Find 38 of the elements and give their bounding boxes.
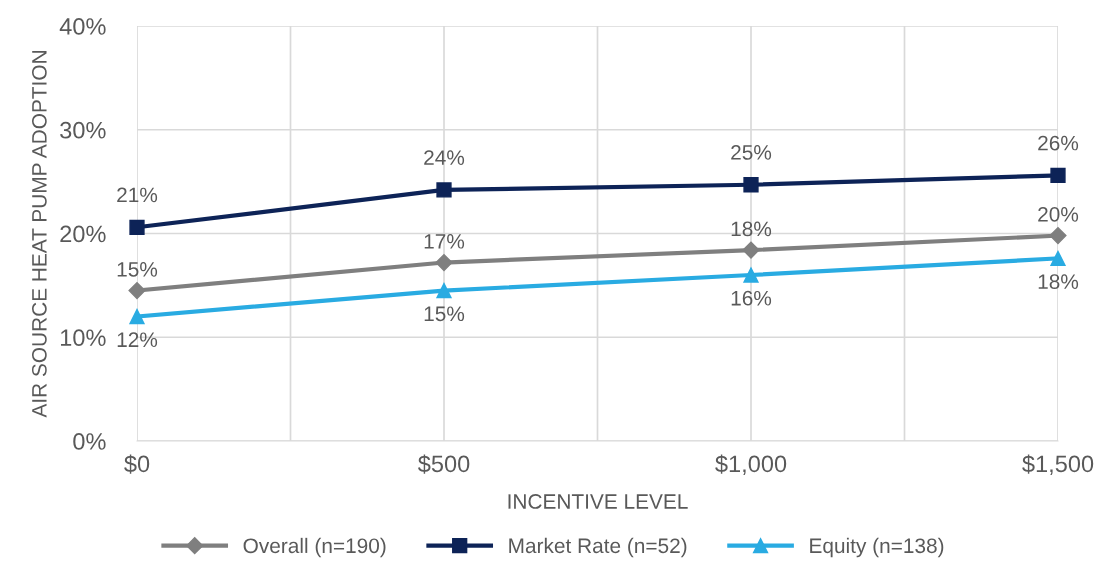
data-label: 16% <box>731 290 772 306</box>
data-label: 18% <box>731 221 772 237</box>
x-axis-title: INCENTIVE LEVEL <box>508 494 688 509</box>
data-label: 18% <box>1038 274 1079 289</box>
legend-label: Overall (n=190) <box>243 537 386 558</box>
y-tick-label: 40% <box>59 18 106 35</box>
y-tick-label: 30% <box>60 121 106 139</box>
point <box>435 253 453 272</box>
data-label: 15% <box>424 306 465 322</box>
y-tick-label: 10% <box>60 329 106 347</box>
x-tick-label: $1,500 <box>1022 454 1094 476</box>
point <box>128 282 146 300</box>
point <box>1050 250 1066 267</box>
y-tick-label: 0% <box>73 433 106 450</box>
x-tick-label: $1,000 <box>715 454 787 476</box>
point <box>129 219 145 235</box>
point <box>436 282 452 299</box>
point <box>743 267 759 283</box>
point <box>742 241 760 259</box>
data-label: 12% <box>117 332 158 348</box>
legend-label: Market Rate (n=52) <box>509 537 687 558</box>
data-label: 17% <box>424 234 465 249</box>
data-label: 15% <box>117 262 158 277</box>
data-label: 21% <box>117 187 158 203</box>
x-tick-label: $0 <box>124 454 150 474</box>
point <box>1049 227 1067 245</box>
data-label: 20% <box>1038 206 1079 222</box>
data-label: 24% <box>424 150 465 165</box>
point <box>743 177 759 193</box>
y-tick-label: 20% <box>60 225 106 243</box>
legend-label: Equity (n=138) <box>810 537 944 558</box>
point <box>129 308 145 325</box>
x-tick-label: $500 <box>417 454 470 474</box>
data-label: 25% <box>731 145 772 160</box>
point <box>436 182 452 198</box>
point <box>1050 167 1066 184</box>
y-axis-title: AIR SOURCE HEAT PUMP ADOPTION <box>31 51 47 418</box>
data-label: 26% <box>1038 135 1079 151</box>
